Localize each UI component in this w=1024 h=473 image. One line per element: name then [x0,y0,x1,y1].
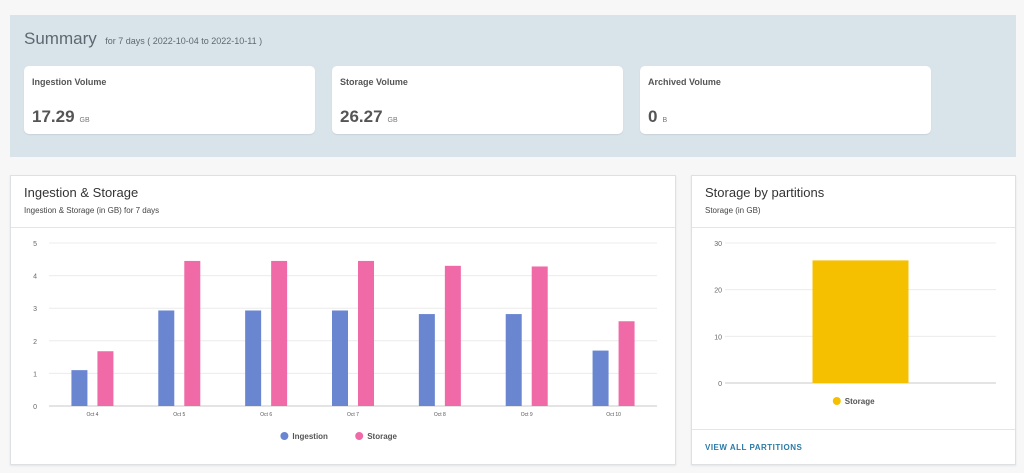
y-tick-label: 30 [714,241,722,248]
bar-storage [358,260,374,406]
card-label: Archived Volume [648,77,721,87]
legend-label-ingestion: Ingestion [292,432,328,441]
panel-title: Ingestion & Storage [24,185,139,200]
legend-swatch-storage [355,432,364,440]
card-label: Ingestion Volume [32,77,107,87]
legend-swatch-storage [832,397,841,405]
bar-ingestion [158,310,175,406]
legend-swatch-ingestion [280,432,289,440]
summary-date-range: for 7 days ( 2022-10-04 to 2022-10-11 ) [105,36,263,46]
bar-storage [444,265,461,406]
y-tick-label: 2 [33,339,37,346]
bar-ingestion [418,314,435,406]
bar-storage [184,260,201,406]
panel-header: Ingestion & Storage Ingestion & Storage … [11,176,675,228]
bar-storage [618,321,635,406]
summary-section: Summary for 7 days ( 2022-10-04 to 2022-… [10,15,1016,157]
bar-storage [812,260,909,383]
bar-storage [531,266,548,406]
y-tick-label: 20 [714,288,722,295]
card-unit: B [662,117,668,124]
y-tick-label: 5 [33,241,37,248]
x-tick-label: Oct 6 [260,412,272,418]
card-value: 17.29 GB [32,107,90,127]
panel-title: Storage by partitions [705,185,825,200]
ingestion-volume-card: Ingestion Volume 17.29 GB [24,66,315,134]
card-number: 17.29 [32,107,75,126]
y-tick-label: 0 [33,404,37,411]
x-tick-label: Oct 8 [434,412,446,418]
summary-title: Summary [24,29,97,48]
view-all-partitions-link[interactable]: VIEW ALL PARTITIONS [705,443,803,452]
y-tick-label: 1 [33,371,37,378]
bar-ingestion [505,314,522,406]
panel-subtitle: Storage (in GB) [705,206,761,215]
card-label: Storage Volume [340,77,408,87]
panel-header: Storage by partitions Storage (in GB) [692,176,1015,228]
x-tick-label: Oct 9 [521,412,533,418]
panel-subtitle: Ingestion & Storage (in GB) for 7 days [24,206,160,215]
card-unit: GB [387,117,398,124]
bar-ingestion [245,310,262,406]
ingestion-storage-panel: Ingestion & Storage Ingestion & Storage … [10,175,676,465]
y-tick-label: 10 [714,334,722,341]
ingestion-storage-chart: 0 1 2 3 4 5 Oct 4 Oct 5 Oct 6 Oct 7 Oct 8 Oct 9 Oct … [33,241,657,441]
legend-label-storage: Storage [845,397,875,406]
bar-ingestion [592,350,609,406]
card-number: 26.27 [340,107,383,126]
storage-volume-card: Storage Volume 26.27 GB [332,66,623,134]
bar-storage [271,260,288,406]
x-tick-label: Oct 5 [173,412,185,418]
y-tick-label: 0 [718,381,722,388]
y-tick-label: 3 [33,306,37,313]
bar-ingestion [332,310,348,406]
card-unit: GB [79,117,90,124]
panel-footer: VIEW ALL PARTITIONS [692,429,1015,464]
bar-ingestion [71,370,88,406]
storage-partitions-panel: Storage by partitions Storage (in GB) 0 1… [691,175,1016,465]
y-tick-label: 4 [33,274,37,281]
legend-label-storage: Storage [367,432,397,441]
x-tick-label: Oct 4 [86,412,98,418]
storage-partitions-chart: 0 10 20 30 Storage [714,241,996,406]
x-tick-label: Oct 7 [347,412,359,418]
card-value: 26.27 GB [340,107,398,127]
card-number: 0 [648,107,658,126]
x-tick-label: Oct 10 [606,412,621,418]
summary-header: Summary for 7 days ( 2022-10-04 to 2022-… [24,29,262,49]
bar-storage [97,351,114,406]
